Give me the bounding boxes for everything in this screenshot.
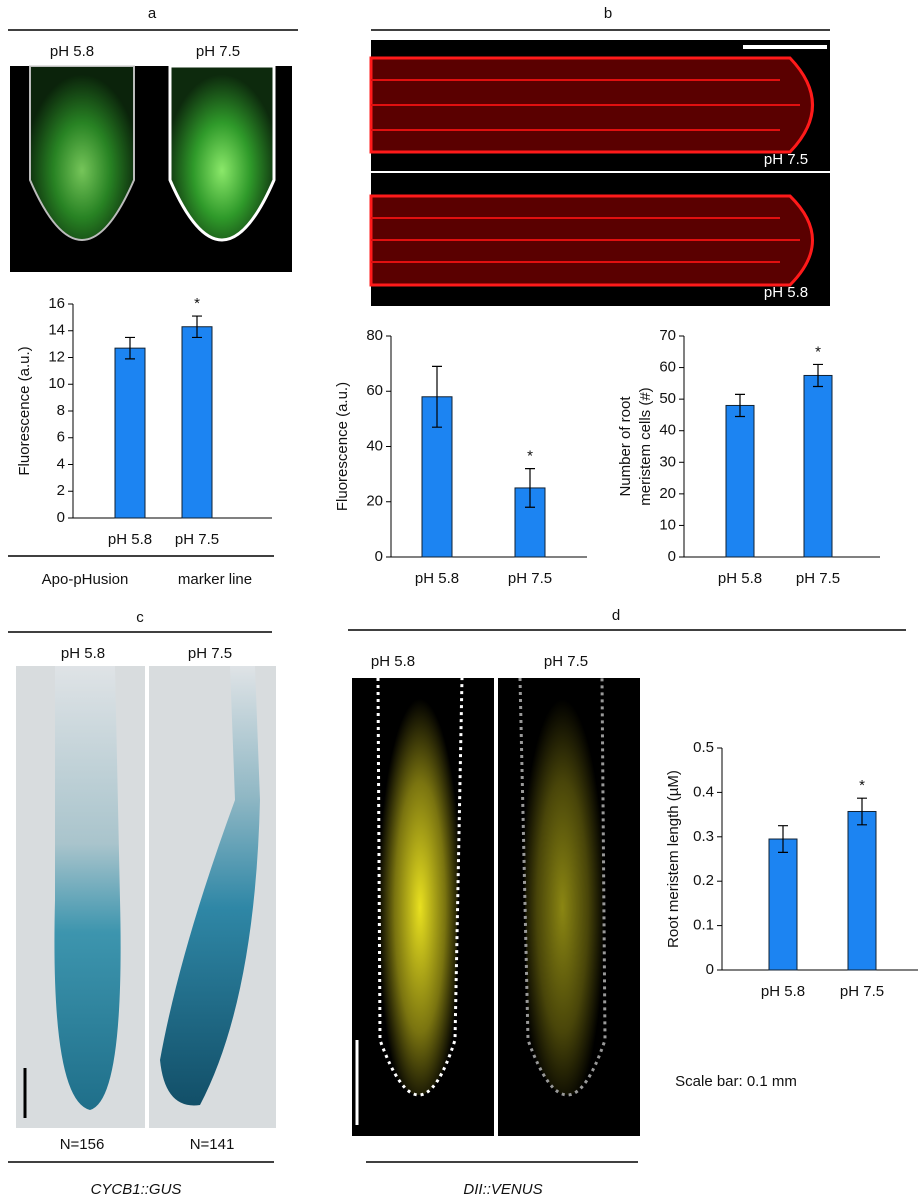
y-tick-label: 0 xyxy=(375,548,383,565)
x-tick-label: pH 5.8 xyxy=(718,570,762,587)
significance-mark: * xyxy=(859,777,865,794)
bar xyxy=(768,838,798,971)
y-tick-label: 2 xyxy=(57,482,65,499)
caption: DII::VENUS xyxy=(463,1181,542,1198)
y-tick-label: 0 xyxy=(57,509,65,526)
y-tick-label: 40 xyxy=(366,437,383,454)
caption: CYCB1::GUS xyxy=(91,1181,182,1198)
image-label: pH 5.8 xyxy=(61,645,105,662)
x-tick-label: pH 7.5 xyxy=(796,570,840,587)
panel-label: c xyxy=(136,609,144,626)
image-label: pH 7.5 xyxy=(544,653,588,670)
note: Scale bar: 0.1 mm xyxy=(675,1073,797,1090)
x-tick-label: pH 5.8 xyxy=(415,570,459,587)
y-tick-label: 14 xyxy=(48,322,65,339)
error-bar xyxy=(125,336,135,360)
error-bar xyxy=(432,365,442,428)
significance-mark: * xyxy=(194,295,200,312)
bar xyxy=(181,326,213,519)
count-label: N=156 xyxy=(60,1136,105,1153)
significance-mark: * xyxy=(527,448,533,465)
image-label: pH 5.8 xyxy=(371,653,415,670)
root-image xyxy=(168,64,276,242)
image-label: pH 5.8 xyxy=(764,284,808,301)
y-tick-label: 6 xyxy=(57,429,65,446)
y-tick-label: 20 xyxy=(659,485,676,502)
x-tick-label: pH 7.5 xyxy=(840,983,884,1000)
y-tick-label: 60 xyxy=(366,382,383,399)
y-tick-label: 0.4 xyxy=(693,783,714,800)
y-tick-label: 60 xyxy=(659,359,676,376)
root-image xyxy=(376,677,464,1097)
cell-files xyxy=(371,79,800,131)
error-bar xyxy=(857,797,867,826)
y-tick-label: 0.3 xyxy=(693,828,714,845)
y-axis-title: meristem cells (#) xyxy=(637,387,654,505)
y-axis-title: Fluorescence (a.u.) xyxy=(334,382,351,511)
panel-label: b xyxy=(604,5,612,22)
y-tick-label: 10 xyxy=(48,375,65,392)
y-tick-label: 80 xyxy=(366,327,383,344)
error-bar xyxy=(778,825,788,853)
y-axis-title: Number of root xyxy=(617,396,634,497)
error-bar xyxy=(525,468,535,508)
y-tick-label: 70 xyxy=(659,327,676,344)
x-tick-label: pH 5.8 xyxy=(761,983,805,1000)
y-tick-label: 40 xyxy=(659,422,676,439)
image-label: pH 7.5 xyxy=(196,43,240,60)
caption: Apo-pHusion xyxy=(42,571,129,588)
y-tick-label: 16 xyxy=(48,295,65,312)
root-image xyxy=(29,65,135,241)
y-tick-label: 50 xyxy=(659,390,676,407)
y-tick-label: 8 xyxy=(57,402,65,419)
bar xyxy=(725,404,755,558)
bar xyxy=(803,374,833,558)
x-tick-label: pH 7.5 xyxy=(508,570,552,587)
bar xyxy=(114,347,146,519)
y-tick-label: 10 xyxy=(659,516,676,533)
caption: marker line xyxy=(178,571,252,588)
error-bar xyxy=(192,315,202,339)
cell-files xyxy=(371,217,800,263)
panel-label: d xyxy=(612,607,620,624)
root-image xyxy=(518,677,607,1097)
image-label: pH 7.5 xyxy=(764,151,808,168)
x-tick-label: pH 7.5 xyxy=(175,531,219,548)
significance-mark: * xyxy=(815,343,821,360)
panel-label: a xyxy=(148,5,157,22)
count-label: N=141 xyxy=(190,1136,235,1153)
y-tick-label: 4 xyxy=(57,455,65,472)
image-label: pH 5.8 xyxy=(50,43,94,60)
y-tick-label: 12 xyxy=(48,348,65,365)
y-tick-label: 0.1 xyxy=(693,917,714,934)
error-bar xyxy=(813,363,823,388)
y-axis-title: Root meristem length (µM) xyxy=(665,770,682,948)
root-image xyxy=(54,666,121,1110)
y-tick-label: 0 xyxy=(706,961,714,978)
y-tick-label: 0 xyxy=(668,548,676,565)
image-label: pH 7.5 xyxy=(188,645,232,662)
error-bar xyxy=(735,393,745,418)
x-tick-label: pH 5.8 xyxy=(108,531,152,548)
root-image xyxy=(160,666,260,1106)
y-tick-label: 0.2 xyxy=(693,872,714,889)
y-tick-label: 0.5 xyxy=(693,739,714,756)
y-tick-label: 20 xyxy=(366,493,383,510)
y-axis-title: Fluorescence (a.u.) xyxy=(16,346,33,475)
bar xyxy=(847,810,877,971)
y-tick-label: 30 xyxy=(659,453,676,470)
